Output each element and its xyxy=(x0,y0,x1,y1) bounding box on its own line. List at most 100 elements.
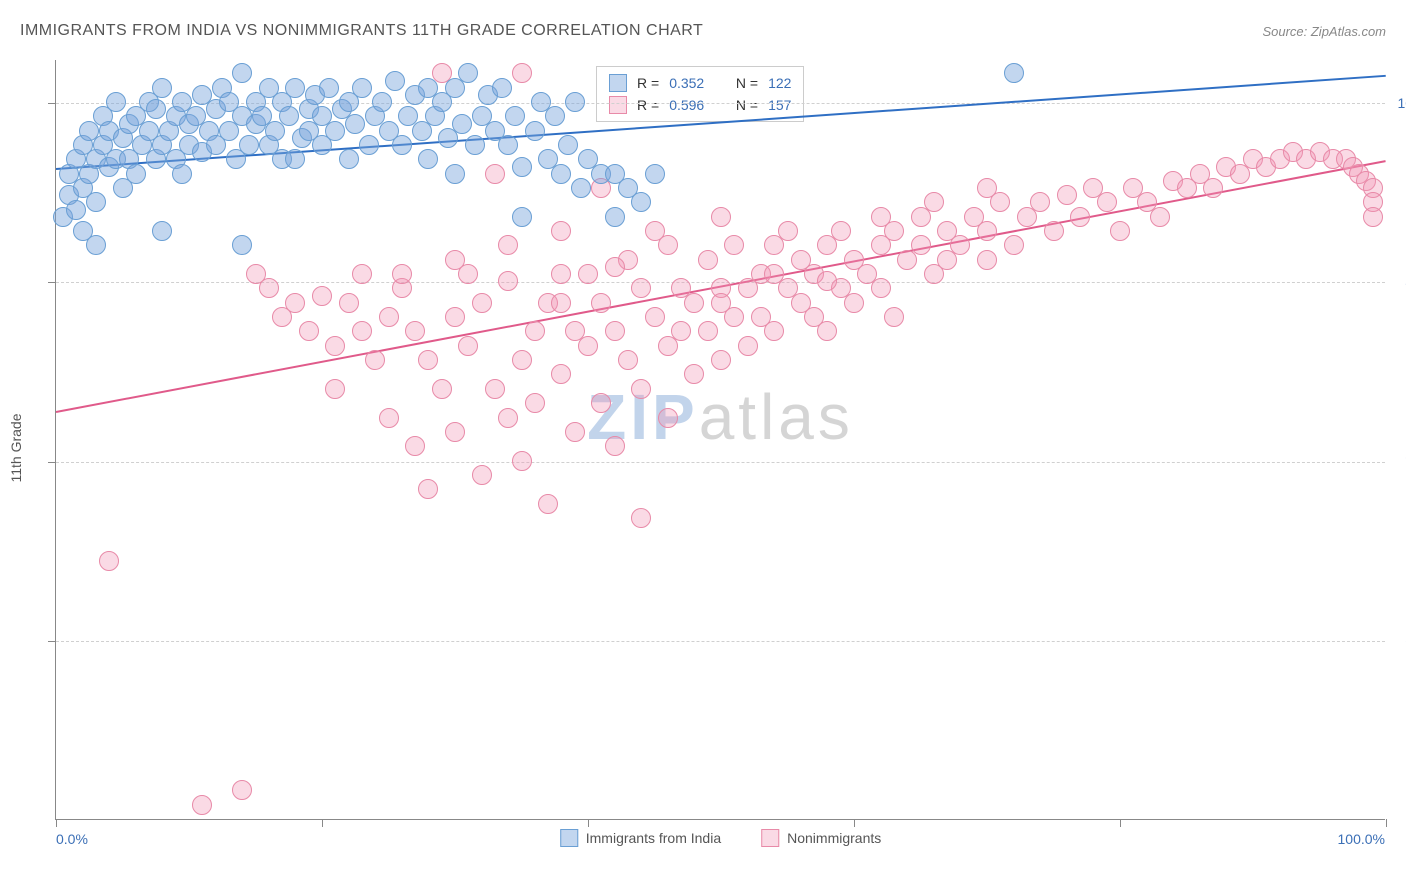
data-point-nonimmigrants xyxy=(1097,192,1117,212)
data-point-nonimmigrants xyxy=(724,235,744,255)
data-point-nonimmigrants xyxy=(684,293,704,313)
legend-item: Immigrants from India xyxy=(560,829,721,847)
y-tick-label: 100.0% xyxy=(1398,95,1406,111)
data-point-nonimmigrants xyxy=(551,293,571,313)
data-point-nonimmigrants xyxy=(698,321,718,341)
data-point-nonimmigrants xyxy=(684,364,704,384)
data-point-immigrants xyxy=(385,71,405,91)
data-point-nonimmigrants xyxy=(365,350,385,370)
data-point-nonimmigrants xyxy=(1203,178,1223,198)
x-tick xyxy=(854,819,855,827)
data-point-nonimmigrants xyxy=(578,336,598,356)
watermark-logo: ZIPatlas xyxy=(587,380,854,454)
legend-n-label: N = xyxy=(736,97,758,113)
legend-item: Nonimmigrants xyxy=(761,829,881,847)
data-point-immigrants xyxy=(345,114,365,134)
legend-swatch xyxy=(609,96,627,114)
data-point-immigrants xyxy=(106,92,126,112)
data-point-immigrants xyxy=(152,78,172,98)
gridline xyxy=(56,462,1385,463)
data-point-immigrants xyxy=(571,178,591,198)
data-point-nonimmigrants xyxy=(1004,235,1024,255)
data-point-nonimmigrants xyxy=(911,235,931,255)
data-point-nonimmigrants xyxy=(232,780,252,800)
data-point-nonimmigrants xyxy=(605,321,625,341)
data-point-nonimmigrants xyxy=(565,422,585,442)
data-point-nonimmigrants xyxy=(1070,207,1090,227)
data-point-immigrants xyxy=(551,164,571,184)
series-legend: Immigrants from India Nonimmigrants xyxy=(560,829,882,847)
legend-n-value: 157 xyxy=(768,97,791,113)
data-point-nonimmigrants xyxy=(538,494,558,514)
data-point-immigrants xyxy=(372,92,392,112)
legend-row: R = 0.596 N = 157 xyxy=(609,94,791,116)
data-point-nonimmigrants xyxy=(352,321,372,341)
data-point-nonimmigrants xyxy=(405,436,425,456)
data-point-nonimmigrants xyxy=(325,379,345,399)
data-point-nonimmigrants xyxy=(631,379,651,399)
data-point-nonimmigrants xyxy=(352,264,372,284)
data-point-immigrants xyxy=(146,99,166,119)
data-point-immigrants xyxy=(232,235,252,255)
data-point-nonimmigrants xyxy=(711,350,731,370)
data-point-immigrants xyxy=(285,78,305,98)
x-tick xyxy=(1386,819,1387,827)
data-point-nonimmigrants xyxy=(418,350,438,370)
data-point-nonimmigrants xyxy=(472,465,492,485)
data-point-nonimmigrants xyxy=(405,321,425,341)
legend-row: R = 0.352 N = 122 xyxy=(609,72,791,94)
data-point-nonimmigrants xyxy=(512,451,532,471)
data-point-nonimmigrants xyxy=(512,350,532,370)
data-point-immigrants xyxy=(359,135,379,155)
data-point-immigrants xyxy=(319,78,339,98)
data-point-nonimmigrants xyxy=(871,207,891,227)
x-tick xyxy=(322,819,323,827)
data-point-nonimmigrants xyxy=(631,508,651,528)
data-point-nonimmigrants xyxy=(1110,221,1130,241)
data-point-immigrants xyxy=(465,135,485,155)
data-point-nonimmigrants xyxy=(485,379,505,399)
data-point-nonimmigrants xyxy=(924,192,944,212)
data-point-nonimmigrants xyxy=(1030,192,1050,212)
watermark-atlas: atlas xyxy=(699,381,854,453)
data-point-nonimmigrants xyxy=(711,293,731,313)
data-point-nonimmigrants xyxy=(512,63,532,83)
data-point-immigrants xyxy=(325,121,345,141)
data-point-nonimmigrants xyxy=(764,264,784,284)
data-point-nonimmigrants xyxy=(1057,185,1077,205)
data-point-nonimmigrants xyxy=(498,408,518,428)
data-point-immigrants xyxy=(525,121,545,141)
x-axis-max-label: 100.0% xyxy=(1338,831,1385,847)
data-point-immigrants xyxy=(279,106,299,126)
data-point-nonimmigrants xyxy=(645,307,665,327)
data-point-nonimmigrants xyxy=(977,221,997,241)
data-point-immigrants xyxy=(392,135,412,155)
data-point-nonimmigrants xyxy=(884,307,904,327)
legend-n-label: N = xyxy=(736,75,758,91)
data-point-immigrants xyxy=(565,92,585,112)
data-point-nonimmigrants xyxy=(831,221,851,241)
y-tick xyxy=(48,462,56,463)
data-point-nonimmigrants xyxy=(259,278,279,298)
data-point-immigrants xyxy=(66,200,86,220)
data-point-nonimmigrants xyxy=(950,235,970,255)
data-point-nonimmigrants xyxy=(871,278,891,298)
data-point-nonimmigrants xyxy=(977,250,997,270)
legend-label: Immigrants from India xyxy=(586,830,721,846)
data-point-nonimmigrants xyxy=(977,178,997,198)
data-point-immigrants xyxy=(172,164,192,184)
data-point-nonimmigrants xyxy=(551,264,571,284)
data-point-nonimmigrants xyxy=(392,264,412,284)
data-point-immigrants xyxy=(445,164,465,184)
data-point-nonimmigrants xyxy=(551,221,571,241)
data-point-nonimmigrants xyxy=(605,436,625,456)
x-tick xyxy=(1120,819,1121,827)
data-point-immigrants xyxy=(418,149,438,169)
data-point-immigrants xyxy=(339,149,359,169)
y-tick xyxy=(48,282,56,283)
gridline xyxy=(56,641,1385,642)
data-point-immigrants xyxy=(631,192,651,212)
legend-r-label: R = xyxy=(637,97,659,113)
data-point-nonimmigrants xyxy=(379,408,399,428)
data-point-immigrants xyxy=(239,135,259,155)
